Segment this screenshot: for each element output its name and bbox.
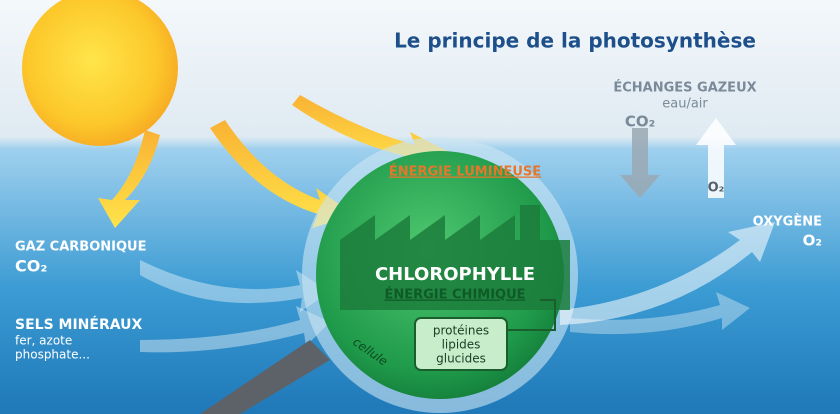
product: lipides [442,338,481,352]
chlorophyll: CHLOROPHYLLE [375,264,535,285]
infographic: Le principe de la photosynthèse ÉCHANGES… [0,0,840,414]
input-detail: fer, azote [15,334,72,348]
exchanges-title: ÉCHANGES GAZEUX [613,80,756,96]
product: glucides [436,352,486,366]
title: Le principe de la photosynthèse [394,29,756,53]
co2-label: CO₂ [625,113,655,131]
input-label: SELS MINÉRAUX [15,316,142,333]
chemical-energy: ÉNERGIE CHIMIQUE [384,287,525,303]
output-formula: O₂ [803,232,822,250]
input-detail: phosphate... [15,348,90,362]
output-label: OXYGÈNE [753,214,822,230]
input-label: GAZ CARBONIQUE [15,240,146,255]
input-formula: CO₂ [15,257,47,276]
light-energy: ÉNERGIE LUMINEUSE [389,164,541,180]
product: protéines [433,324,489,338]
o2-label: O₂ [708,181,725,196]
exchanges-subtitle: eau/air [662,97,708,112]
